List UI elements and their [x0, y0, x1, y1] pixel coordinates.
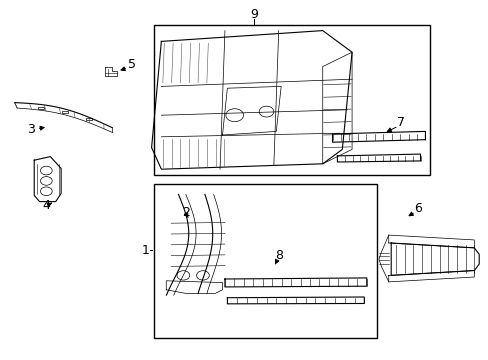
Bar: [154, 184, 376, 338]
Text: 6: 6: [413, 202, 421, 215]
Bar: [154, 25, 429, 175]
Text: 9: 9: [250, 8, 258, 21]
Bar: [61, 111, 67, 113]
Text: 7: 7: [396, 116, 404, 129]
Text: 2: 2: [182, 206, 189, 219]
Text: 5: 5: [128, 58, 136, 71]
Text: 3: 3: [27, 123, 35, 136]
Text: 8: 8: [274, 249, 282, 262]
Bar: [86, 118, 92, 120]
Text: 1: 1: [142, 244, 149, 257]
Text: 4: 4: [42, 199, 50, 212]
Bar: [38, 107, 43, 109]
